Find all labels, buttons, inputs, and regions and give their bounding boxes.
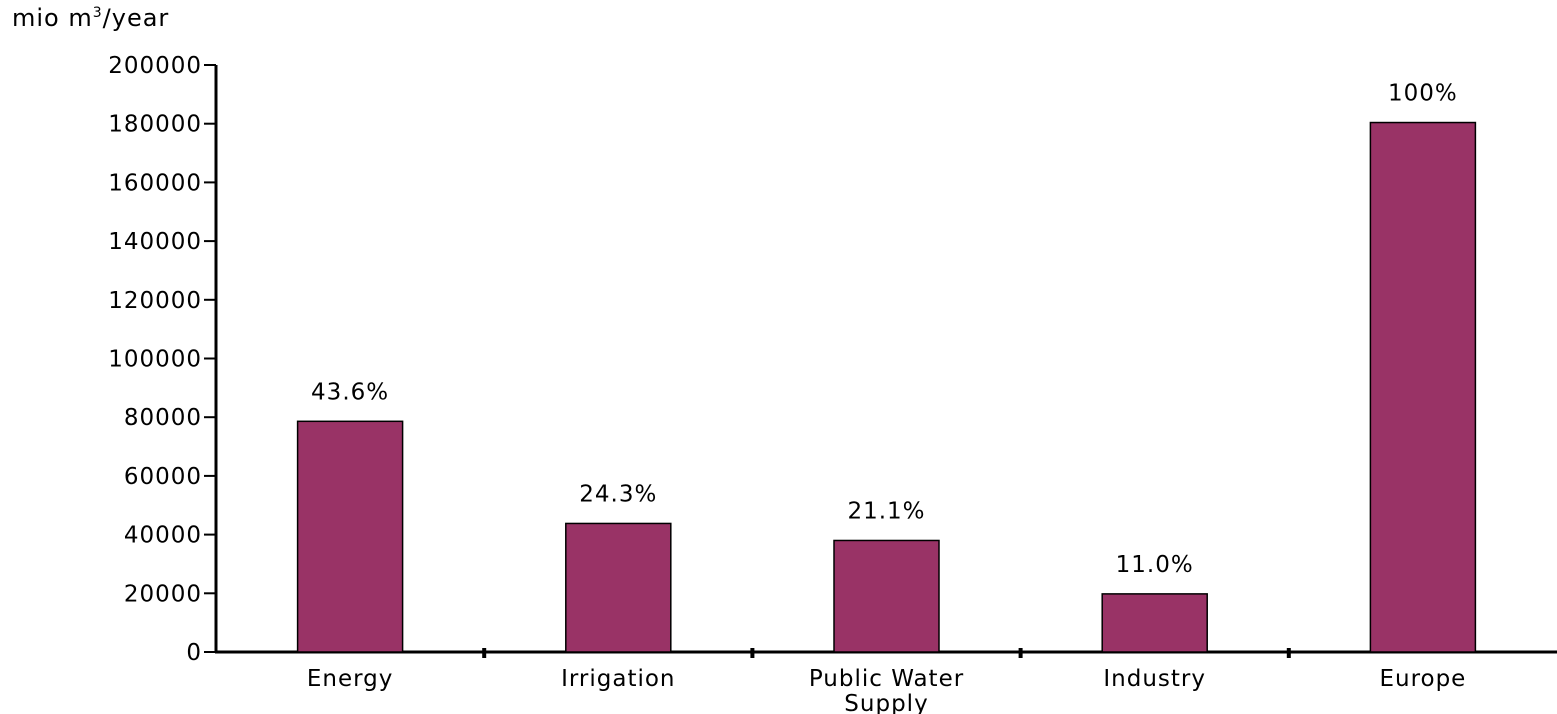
bar (565, 522, 672, 653)
x-tick-label: Supply (844, 691, 928, 714)
y-axis-label-tail: /year (102, 4, 170, 32)
bar (1101, 593, 1208, 653)
y-tick-label: 180000 (108, 112, 202, 138)
bar (1369, 121, 1477, 653)
y-axis-label-superscript: 3 (92, 5, 103, 21)
y-tick-label: 80000 (124, 405, 202, 431)
y-tick-label: 20000 (124, 581, 202, 607)
y-axis-label: mio m3/year (12, 4, 169, 32)
x-tick-label: Energy (307, 666, 394, 692)
y-tick-label: 100000 (108, 347, 202, 373)
data-label: 11.0% (1116, 552, 1194, 578)
data-label: 21.1% (847, 498, 925, 524)
y-tick-label: 140000 (108, 229, 202, 255)
y-tick-label: 0 (186, 640, 202, 666)
x-tick-label: Industry (1103, 666, 1206, 692)
bar (296, 420, 404, 653)
y-tick-label: 40000 (124, 523, 202, 549)
y-tick-label: 160000 (108, 170, 202, 196)
bar (833, 539, 940, 653)
data-label: 43.6% (311, 379, 389, 405)
x-tick-label: Europe (1379, 666, 1466, 692)
data-label: 100% (1388, 81, 1458, 107)
y-tick-label: 120000 (108, 288, 202, 314)
y-axis-label-main: mio m (12, 4, 93, 32)
data-label: 24.3% (579, 481, 657, 507)
x-tick-label: Irrigation (561, 666, 675, 692)
y-tick-label: 200000 (108, 53, 202, 79)
x-tick-label: Public Water (809, 666, 964, 692)
y-tick-label: 60000 (124, 464, 202, 490)
